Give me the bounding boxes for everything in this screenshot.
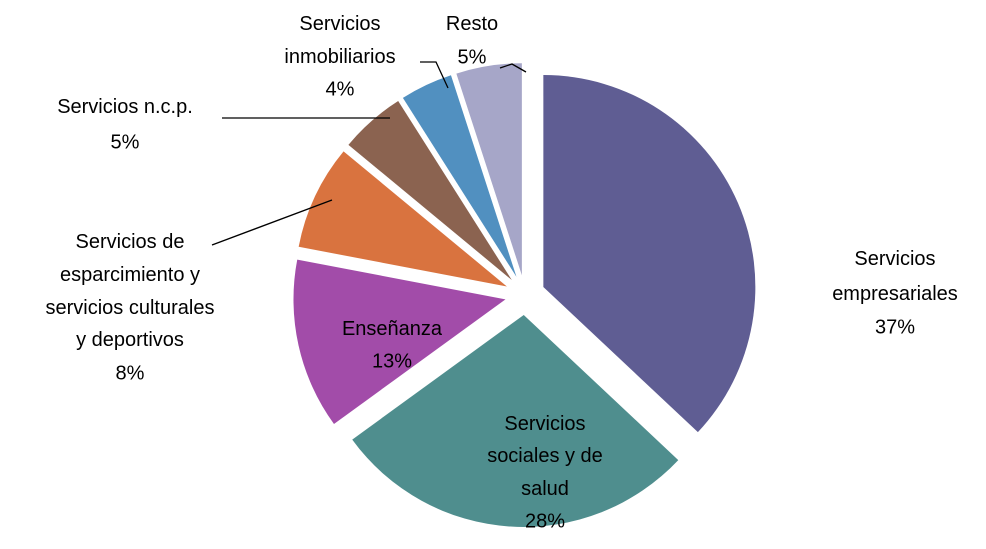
slice-label: Servicios sociales y de salud <box>487 413 603 500</box>
pie-slice <box>298 151 507 287</box>
slice-label-line: Servicios n.c.p. <box>57 96 193 118</box>
pie-slice <box>352 314 679 527</box>
slice-label-line: sociales y de <box>487 445 603 467</box>
slice-value-label: 28% <box>525 510 565 532</box>
slice-label: Resto <box>446 13 498 35</box>
pie-slice <box>402 75 517 277</box>
pie-slice <box>456 63 522 276</box>
slice-label-line: Enseñanza <box>342 318 443 340</box>
slice-label-line: Servicios <box>504 413 585 435</box>
slice-label: Servicios n.c.p. <box>57 96 193 118</box>
slice-label: Servicios empresariales <box>832 248 958 305</box>
pie-slice <box>348 101 512 280</box>
slice-value-label: 4% <box>326 78 355 100</box>
slice-label-line: Resto <box>446 13 498 35</box>
slice-label-line: salud <box>521 478 569 500</box>
slice-label-line: y deportivos <box>76 329 184 351</box>
pie-slice <box>543 75 756 433</box>
slice-value-label: 37% <box>875 316 915 338</box>
slice-label-line: esparcimiento y <box>60 264 200 286</box>
slice-label-line: servicios culturales <box>46 297 215 319</box>
pie-slice <box>293 259 506 424</box>
slice-label-line: Servicios <box>299 13 380 35</box>
slice-label-line: Servicios de <box>76 231 185 253</box>
slice-label-line: inmobiliarios <box>284 46 395 68</box>
slice-label: Enseñanza <box>342 318 443 340</box>
slice-label-line: Servicios <box>854 248 935 270</box>
slice-label-line: empresariales <box>832 283 958 305</box>
slice-value-label: 8% <box>116 362 145 384</box>
slice-label: Servicios inmobiliarios <box>284 13 395 68</box>
slice-value-label: 5% <box>111 131 140 153</box>
leader-line <box>211 199 333 246</box>
slice-label: Servicios de esparcimiento y servicios cul… <box>46 231 215 351</box>
slice-value-label: 5% <box>458 46 487 68</box>
leader-line <box>499 63 527 73</box>
leader-line <box>420 61 449 89</box>
slice-value-label: 13% <box>372 350 412 372</box>
